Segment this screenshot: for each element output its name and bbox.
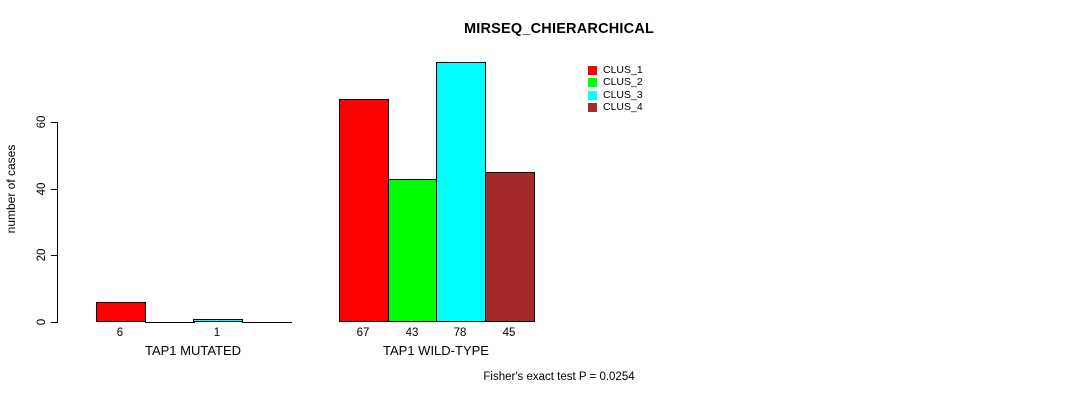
y-axis-tick (51, 189, 58, 190)
legend-swatch-clus-4 (588, 103, 597, 112)
bar-clus-2-tap1-mutated (145, 322, 195, 323)
bar-clus-4-tap1-wild-type (485, 172, 535, 322)
y-axis-tick (51, 122, 58, 123)
bar-clus-3-tap1-mutated (193, 319, 243, 322)
bar-clus-1-tap1-wild-type (339, 99, 389, 322)
bar-clus-4-tap1-wild-type-value: 45 (502, 327, 516, 339)
bar-clus-2-tap1-wild-type-value: 43 (405, 327, 419, 339)
bar-clus-3-tap1-wild-type (436, 62, 486, 322)
chart-title: MIRSEQ_CHIERARCHICAL (463, 21, 655, 37)
y-axis-title: number of cases (4, 144, 18, 234)
legend-label-clus-1: CLUS_1 (603, 64, 643, 76)
y-axis-tick-label: 0 (36, 318, 48, 326)
bar-clus-1-tap1-mutated (96, 302, 146, 322)
bar-clus-2-tap1-wild-type (388, 179, 438, 322)
legend-swatch-clus-1 (588, 66, 597, 75)
bar-clus-1-tap1-wild-type-value: 67 (356, 327, 370, 339)
bar-clus-3-tap1-wild-type-value: 78 (453, 327, 467, 339)
legend-label-clus-4: CLUS_4 (603, 101, 643, 113)
y-axis-tick-label: 20 (36, 248, 48, 262)
y-axis-tick (51, 322, 58, 323)
legend-label-clus-3: CLUS_3 (603, 89, 643, 101)
stats-annotation: Fisher's exact test P = 0.0254 (483, 371, 635, 383)
bar-clus-4-tap1-mutated (242, 322, 292, 323)
bar-clus-3-tap1-mutated-value: 1 (213, 327, 221, 339)
y-axis-line (57, 122, 58, 323)
legend-swatch-clus-3 (588, 91, 597, 100)
legend-label-clus-2: CLUS_2 (603, 76, 643, 88)
legend-swatch-clus-2 (588, 78, 597, 87)
y-axis-tick (51, 255, 58, 256)
y-axis-tick-label: 40 (36, 182, 48, 196)
bar-clus-1-tap1-mutated-value: 6 (116, 327, 124, 339)
category-label-tap1-wild-type: TAP1 WILD-TYPE (383, 343, 489, 358)
category-label-tap1-mutated: TAP1 MUTATED (144, 343, 242, 358)
y-axis-tick-label: 60 (36, 115, 48, 129)
